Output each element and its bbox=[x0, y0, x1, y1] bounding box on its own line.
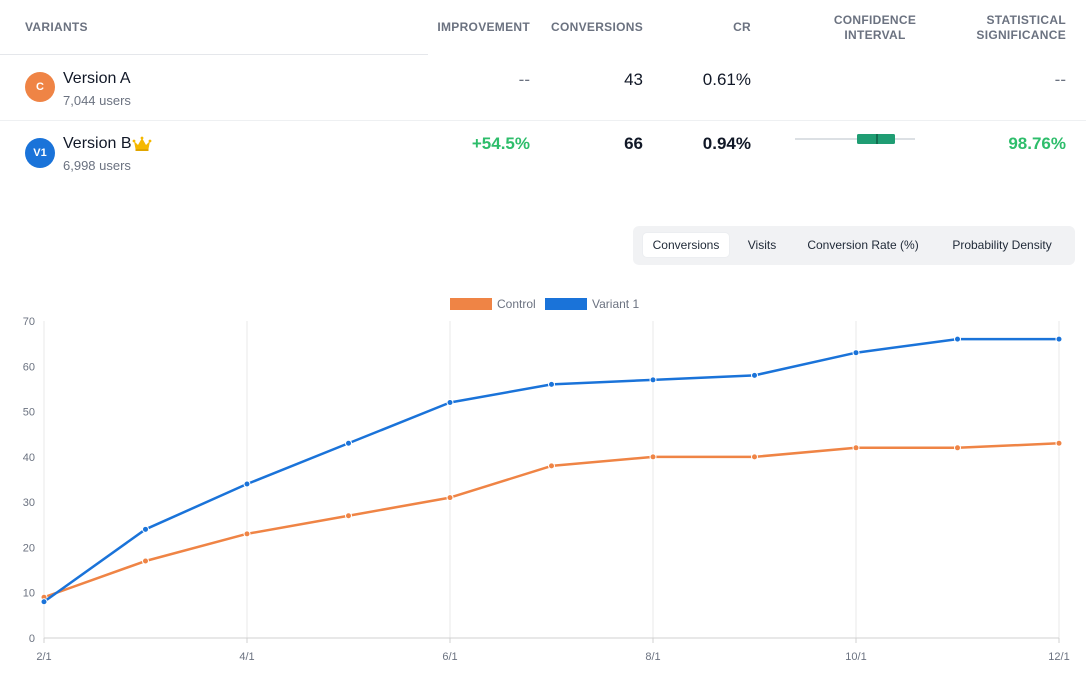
header-improvement: IMPROVEMENT bbox=[437, 20, 530, 34]
legend-label-control[interactable]: Control bbox=[497, 297, 536, 311]
x-tick-label: 12/1 bbox=[1048, 651, 1069, 663]
data-point-control bbox=[751, 453, 758, 461]
legend-label-variant-1[interactable]: Variant 1 bbox=[592, 297, 640, 311]
conversions-line-chart: 2/1 4/1 6/1 8/1 10/1 12/1 0 10 20 30 40 50 60 70 bbox=[23, 316, 1070, 663]
chart-tabs: Conversions Visits Conversion Rate (%) P… bbox=[633, 226, 1075, 265]
variant-users: 6,998 users bbox=[63, 158, 131, 173]
header-variants: VARIANTS bbox=[25, 20, 88, 34]
conversions-value: 66 bbox=[624, 134, 643, 153]
data-point-control bbox=[345, 512, 352, 520]
header-cr: CR bbox=[733, 20, 751, 34]
y-tick-label: 10 bbox=[23, 588, 35, 600]
data-point-control bbox=[1055, 439, 1063, 447]
table-row[interactable]: V1 Version B 6,998 users +54.5% 66 0.94%… bbox=[0, 121, 1086, 186]
tab-probability-density[interactable]: Probability Density bbox=[952, 238, 1052, 252]
avatar: V1 bbox=[25, 138, 55, 168]
crown-icon bbox=[133, 136, 152, 151]
header-confidence-interval: CONFIDENCE INTERVAL bbox=[815, 13, 935, 43]
header-sig-line2: SIGNIFICANCE bbox=[976, 28, 1066, 42]
data-point-variant-1 bbox=[40, 598, 48, 606]
data-point-variant-1 bbox=[142, 525, 149, 533]
header-sig-line1: STATISTICAL bbox=[986, 13, 1066, 27]
data-point-variant-1 bbox=[852, 349, 860, 357]
data-point-control bbox=[243, 530, 251, 538]
y-tick-label: 60 bbox=[23, 361, 35, 373]
cr-value: 0.61% bbox=[702, 70, 751, 89]
series-line-variant-1 bbox=[43, 337, 1059, 603]
y-tick-label: 40 bbox=[23, 452, 35, 464]
y-tick-label: 70 bbox=[23, 316, 35, 328]
cr-value: 0.94% bbox=[702, 134, 751, 153]
conversions-value: 43 bbox=[624, 70, 643, 89]
y-tick-label: 0 bbox=[29, 633, 35, 645]
data-point-variant-1 bbox=[243, 480, 251, 488]
data-point-control bbox=[852, 444, 860, 452]
data-point-control bbox=[142, 557, 149, 565]
y-tick-label: 30 bbox=[23, 497, 35, 509]
header-statistical-significance: STATISTICAL SIGNIFICANCE bbox=[930, 13, 1066, 43]
variant-name: Version A bbox=[63, 70, 131, 87]
data-point-variant-1 bbox=[446, 399, 454, 407]
legend-swatch-control[interactable] bbox=[450, 298, 492, 310]
data-point-control bbox=[954, 444, 961, 452]
tab-conversions[interactable]: Conversions bbox=[643, 233, 729, 257]
data-point-variant-1 bbox=[1055, 335, 1063, 343]
improvement-value: +54.5% bbox=[471, 134, 530, 153]
tab-conversion-rate[interactable]: Conversion Rate (%) bbox=[807, 238, 919, 252]
x-tick-label: 10/1 bbox=[845, 651, 866, 663]
data-point-variant-1 bbox=[345, 439, 352, 447]
x-tick-label: 2/1 bbox=[36, 651, 51, 663]
x-tick-label: 8/1 bbox=[645, 651, 660, 663]
tab-visits[interactable]: Visits bbox=[747, 238, 777, 252]
data-point-variant-1 bbox=[751, 371, 758, 379]
y-tick-label: 50 bbox=[23, 407, 35, 419]
header-ci-line2: INTERVAL bbox=[844, 28, 906, 42]
data-point-variant-1 bbox=[649, 376, 657, 384]
header-divider bbox=[0, 54, 428, 55]
significance-value: 98.76% bbox=[1008, 134, 1066, 153]
variant-name-wrap: Version B bbox=[63, 135, 152, 153]
variant-users: 7,044 users bbox=[63, 93, 131, 108]
data-point-variant-1 bbox=[548, 380, 555, 388]
x-tick-label: 6/1 bbox=[442, 651, 457, 663]
header-conversions: CONVERSIONS bbox=[551, 20, 643, 34]
data-point-variant-1 bbox=[954, 335, 961, 343]
confidence-interval-bar bbox=[795, 134, 915, 144]
y-tick-label: 20 bbox=[23, 542, 35, 554]
data-point-control bbox=[548, 462, 555, 470]
data-point-control bbox=[649, 453, 657, 461]
data-point-control bbox=[446, 494, 454, 502]
x-tick-label: 4/1 bbox=[239, 651, 254, 663]
legend-swatch-variant-1[interactable] bbox=[545, 298, 587, 310]
significance-value: -- bbox=[1054, 70, 1066, 89]
avatar: C bbox=[25, 72, 55, 102]
improvement-value: -- bbox=[518, 70, 530, 89]
header-ci-line1: CONFIDENCE bbox=[833, 13, 917, 27]
variant-name: Version B bbox=[63, 135, 132, 152]
table-row[interactable]: C Version A 7,044 users -- 43 0.61% -- bbox=[0, 55, 1086, 120]
row-divider bbox=[0, 120, 1086, 121]
